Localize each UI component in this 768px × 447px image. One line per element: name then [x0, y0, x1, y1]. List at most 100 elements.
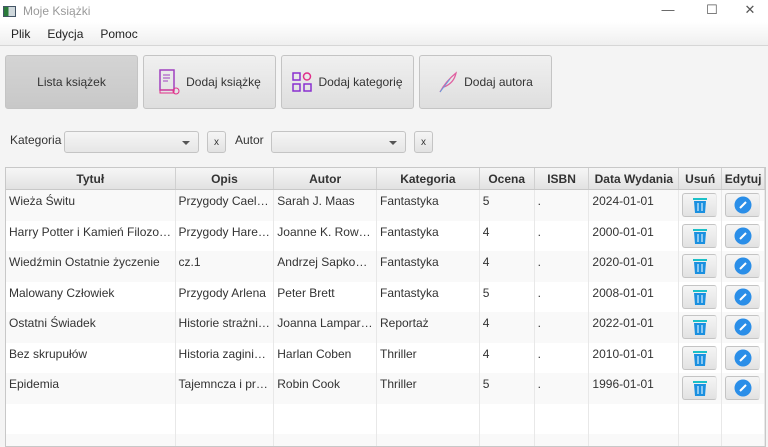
table-cell: Andrzej Sapkowski — [274, 251, 377, 282]
delete-button[interactable] — [682, 193, 718, 217]
delete-button[interactable] — [682, 345, 718, 370]
delete-button[interactable] — [682, 284, 718, 309]
table-row[interactable]: Epidemia Tajemncza i przer... Robin Cook Th… — [6, 373, 765, 404]
clear-author-button[interactable]: x — [414, 131, 433, 153]
pencil-icon — [734, 257, 752, 275]
action-cell — [722, 281, 765, 312]
books-table: Tytuł Opis Autor Kategoria Ocena ISBN Data Wyd… — [5, 167, 766, 447]
table-cell: Fantastyka — [377, 220, 480, 251]
menu-edycja[interactable]: Edycja — [47, 26, 84, 41]
edit-button[interactable] — [725, 345, 761, 370]
trash-icon — [692, 227, 708, 245]
edit-button[interactable] — [725, 284, 761, 309]
add-book-button[interactable]: Dodaj książkę — [143, 55, 276, 109]
delete-button[interactable] — [682, 254, 718, 278]
table-header: Tytuł Opis Autor Kategoria Ocena ISBN Data Wyd… — [6, 168, 765, 190]
column-header[interactable]: Kategoria — [377, 168, 480, 189]
delete-button[interactable] — [682, 315, 718, 339]
minimize-button[interactable]: — — [661, 2, 675, 17]
trash-icon — [692, 257, 708, 275]
window-title: Moje Książki — [23, 4, 91, 18]
author-filter-label: Autor — [235, 133, 264, 147]
table-cell: Bez skrupułów — [6, 342, 176, 373]
table-cell: Historie strażnikó... — [176, 312, 275, 343]
empty-cell — [176, 434, 275, 446]
action-cell — [679, 373, 723, 404]
table-cell: . — [535, 373, 590, 404]
table-row[interactable]: Malowany Człowiek Przygody Arlena Peter Br… — [6, 281, 765, 312]
empty-cell — [589, 434, 680, 446]
add-category-label: Dodaj kategorię — [318, 75, 403, 89]
table-cell: Wieża Świtu — [6, 190, 176, 221]
book-list-button[interactable]: Lista książek — [5, 55, 138, 109]
clear-category-button[interactable]: x — [207, 131, 226, 153]
table-cell: 2020-01-01 — [589, 251, 680, 282]
add-author-button[interactable]: Dodaj autora — [419, 55, 552, 109]
close-button[interactable]: ✕ — [744, 2, 756, 17]
table-cell: . — [535, 251, 590, 282]
table-body: Wieża Świtu Przygody Caeleny Sarah J. Maas… — [6, 190, 765, 446]
edit-button[interactable] — [725, 223, 761, 248]
add-category-button[interactable]: Dodaj kategorię — [281, 55, 414, 109]
table-row[interactable]: Ostatni Świadek Historie strażnikó... Joan… — [6, 312, 765, 343]
table-cell: 4 — [480, 251, 535, 282]
table-cell: Harry Potter i Kamień Filozoficzny — [6, 220, 176, 251]
table-cell: Tajemncza i przer... — [176, 373, 275, 404]
table-cell: 2024-01-01 — [589, 190, 680, 221]
column-header[interactable]: Autor — [274, 168, 378, 189]
empty-cell — [480, 403, 535, 434]
delete-button[interactable] — [682, 223, 718, 248]
edit-button[interactable] — [725, 254, 761, 278]
maximize-button[interactable]: ☐ — [706, 2, 718, 17]
category-filter-combo[interactable] — [64, 131, 199, 153]
menu-plik[interactable]: Plik — [11, 26, 31, 41]
menu-pomoc[interactable]: Pomoc — [100, 26, 138, 41]
trash-icon — [692, 349, 708, 367]
action-cell — [722, 342, 765, 373]
column-header[interactable]: Ocena — [480, 168, 535, 189]
delete-button[interactable] — [682, 376, 718, 400]
edit-button[interactable] — [725, 193, 761, 217]
empty-cell — [480, 434, 535, 446]
table-cell: Sarah J. Maas — [274, 190, 377, 221]
column-header[interactable]: Tytuł — [6, 168, 176, 189]
empty-cell — [274, 403, 377, 434]
empty-cell — [535, 403, 590, 434]
column-header[interactable]: Usuń — [679, 168, 723, 189]
action-cell — [679, 190, 723, 221]
trash-icon — [692, 196, 708, 214]
table-row[interactable]: Wiedźmin Ostatnie życzenie cz.1 Andrzej Sa… — [6, 251, 765, 282]
chevron-down-icon — [389, 141, 397, 145]
empty-cell — [722, 434, 765, 446]
action-cell — [722, 312, 765, 343]
table-row[interactable]: Harry Potter i Kamień Filozoficzny Przygo… — [6, 220, 765, 251]
author-filter-combo[interactable] — [271, 131, 406, 153]
table-cell: Harlan Coben — [274, 342, 377, 373]
action-cell — [679, 342, 723, 373]
table-cell: 4 — [480, 220, 535, 251]
pencil-icon — [734, 227, 752, 245]
empty-cell — [722, 403, 765, 434]
column-header[interactable]: Opis — [176, 168, 275, 189]
pencil-icon — [734, 288, 752, 306]
table-cell: Thriller — [377, 342, 480, 373]
table-cell: 2010-01-01 — [589, 342, 680, 373]
edit-button[interactable] — [725, 376, 761, 400]
empty-cell — [274, 434, 377, 446]
action-cell — [679, 281, 723, 312]
edit-button[interactable] — [725, 315, 761, 339]
title-bar: Moje Książki — ☐ ✕ — [0, 0, 768, 22]
table-cell: Ostatni Świadek — [6, 312, 176, 343]
empty-cell — [679, 403, 723, 434]
column-header[interactable]: Edytuj — [722, 168, 765, 189]
table-row[interactable]: Wieża Świtu Przygody Caeleny Sarah J. Maas… — [6, 190, 765, 221]
action-cell — [679, 251, 723, 282]
empty-cell — [377, 403, 480, 434]
table-cell: Fantastyka — [377, 190, 480, 221]
table-cell: Thriller — [377, 373, 480, 404]
column-header[interactable]: Data Wydania — [589, 168, 680, 189]
table-cell: Przygody Harego ... — [176, 220, 275, 251]
empty-row — [6, 434, 765, 446]
column-header[interactable]: ISBN — [535, 168, 590, 189]
